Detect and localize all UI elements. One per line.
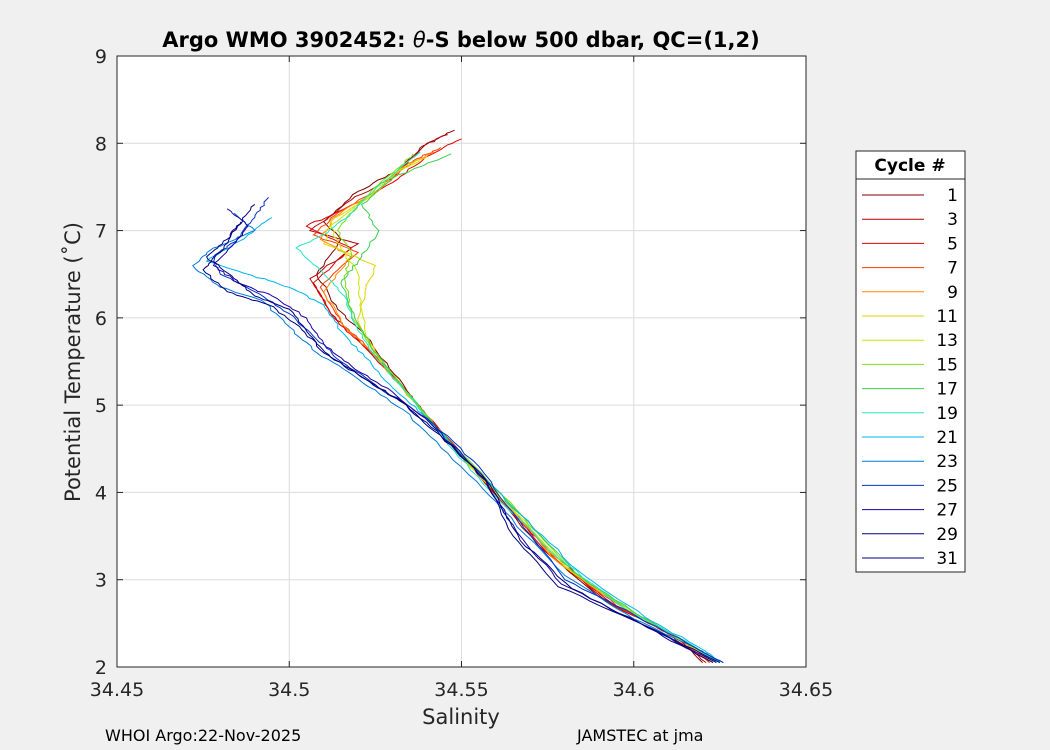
chart-title: Argo WMO 3902452: θ-S below 500 dbar, QC… [162,28,759,52]
legend-title: Cycle # [874,156,945,176]
legend-entry-label: 5 [947,234,958,254]
legend-entry-label: 7 [947,259,958,279]
legend-entry-label: 17 [936,380,958,400]
y-tick-label: 7 [95,221,107,243]
legend-entry-label: 31 [936,549,958,569]
legend-entry-label: 25 [936,476,958,496]
legend-entry-label: 13 [936,331,958,351]
series-line-cycle-25 [212,197,724,664]
ticks: 34.45 34.5 34.55 34.6 34.65 2 3 4 5 6 7 8 9 [90,46,833,701]
series-line-cycle-29 [205,221,714,664]
legend-entry-label: 23 [936,452,958,472]
x-tick-label: 34.65 [779,679,833,701]
series-line-cycle-17 [340,153,721,664]
x-tick-label: 34.5 [268,679,310,701]
series-layer [192,129,724,664]
y-tick-label: 5 [95,395,107,417]
y-tick-label: 2 [95,657,107,679]
x-tick-label: 34.55 [434,679,488,701]
grid [117,56,806,667]
x-tick-label: 34.6 [613,679,655,701]
series-line-cycle-27 [212,208,717,664]
legend-entry-label: 15 [936,355,958,375]
chart-title-symbol: θ [413,28,426,52]
y-tick-label: 6 [95,308,107,330]
series-line-cycle-31 [202,203,721,664]
legend-box [855,150,966,573]
legend-entry-label: 27 [936,501,958,521]
chart-title-suffix: -S below 500 dbar, QC=(1,2) [426,28,760,52]
legend-entry-label: 21 [936,428,958,448]
legend-entry-label: 29 [936,525,958,545]
footer-right: JAMSTEC at jma [576,726,703,745]
legend-entry-label: 9 [947,283,958,303]
legend-entry-label: 19 [936,404,958,424]
series-line-cycle-19 [295,151,717,663]
y-tick-label: 3 [95,570,107,592]
y-axis-label: Potential Temperature (˚C) [61,222,85,502]
legend-entry-label: 11 [936,307,958,327]
legend-entry-label: 3 [947,210,958,230]
series-line-cycle-21 [205,217,721,663]
chart-title-prefix: Argo WMO 3902452: [162,28,413,52]
legend-entry-label: 1 [947,186,958,206]
footer-left: WHOI Argo:22-Nov-2025 [105,726,301,745]
x-axis-label: Salinity [422,705,500,729]
series-line-cycle-1 [316,129,703,663]
series-line-cycle-7 [312,147,710,663]
y-tick-label: 4 [95,482,107,504]
y-tick-label: 8 [95,133,107,155]
y-tick-label: 9 [95,46,107,68]
x-tick-label: 34.45 [90,679,144,701]
